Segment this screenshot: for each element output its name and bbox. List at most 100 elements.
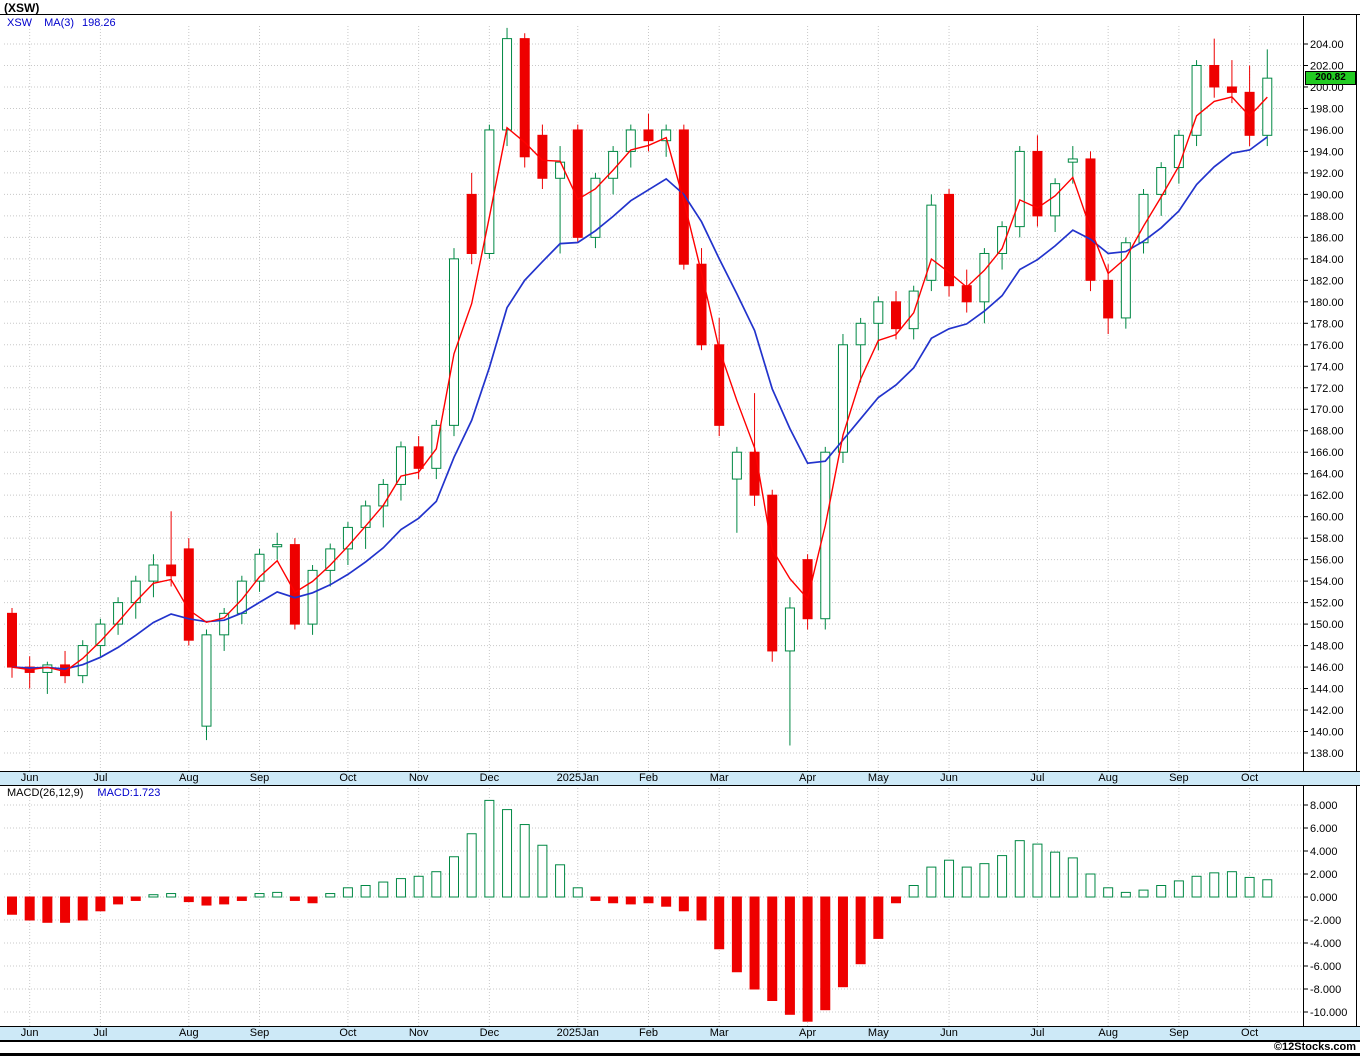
macd-chart: 8.000 6.000 4.000 2.000 0.000 -2.000 -4.000 -6.… <box>4 786 1347 1026</box>
right-border <box>1356 14 1357 1056</box>
svg-text:174.00: 174.00 <box>1310 361 1344 373</box>
legend-ma-value: 198.26 <box>82 17 116 29</box>
price-grid <box>4 26 1303 771</box>
month-label: Sep <box>1169 1027 1189 1039</box>
month-label: Dec <box>479 772 500 784</box>
svg-text:154.00: 154.00 <box>1310 576 1344 588</box>
month-label: Jun <box>940 1027 958 1039</box>
svg-text:142.00: 142.00 <box>1310 705 1344 717</box>
svg-text:2.000: 2.000 <box>1310 869 1338 881</box>
month-label: Jul <box>93 772 108 784</box>
candlesticks <box>7 27 1273 746</box>
month-label: Dec <box>479 1027 500 1039</box>
page-title: (XSW) <box>4 1 40 15</box>
svg-text:182.00: 182.00 <box>1310 275 1344 287</box>
legend-ma-label: MA(3) <box>44 17 75 29</box>
svg-text:196.00: 196.00 <box>1310 125 1344 137</box>
svg-text:188.00: 188.00 <box>1310 211 1344 223</box>
macd-legend: MACD(26,12,9) MACD:1.723 <box>7 787 160 799</box>
svg-text:192.00: 192.00 <box>1310 168 1344 180</box>
month-label: May <box>867 772 889 784</box>
svg-text:148.00: 148.00 <box>1310 641 1344 653</box>
month-label: Oct <box>339 1027 357 1039</box>
month-label: Jul <box>1030 772 1045 784</box>
svg-text:190.00: 190.00 <box>1310 189 1344 201</box>
month-label: Sep <box>249 1027 270 1039</box>
macd-histogram <box>7 799 1273 1022</box>
month-label: Aug <box>1098 1027 1118 1039</box>
macd-grid <box>4 788 1303 1026</box>
last-price-badge: 200.82 <box>1305 71 1356 85</box>
svg-text:170.00: 170.00 <box>1310 404 1344 416</box>
month-label: 2025Jan <box>556 1027 599 1039</box>
month-label: Sep <box>249 772 270 784</box>
svg-text:140.00: 140.00 <box>1310 727 1344 739</box>
svg-text:-10.000: -10.000 <box>1310 1007 1347 1019</box>
ma-slow-line <box>11 136 1268 670</box>
month-label: Mar <box>709 1027 729 1039</box>
month-label: Oct <box>1241 1027 1259 1039</box>
svg-text:178.00: 178.00 <box>1310 318 1344 330</box>
macd-axis: 8.000 6.000 4.000 2.000 0.000 -2.000 -4.000 -6.… <box>1303 786 1347 1026</box>
legend-symbol: XSW <box>7 17 33 29</box>
svg-text:160.00: 160.00 <box>1310 512 1344 524</box>
month-label: Aug <box>1098 772 1118 784</box>
svg-text:-6.000: -6.000 <box>1310 961 1341 973</box>
svg-text:158.00: 158.00 <box>1310 533 1344 545</box>
svg-text:172.00: 172.00 <box>1310 383 1344 395</box>
month-label: Oct <box>1241 772 1259 784</box>
month-label: Jul <box>1030 1027 1045 1039</box>
price-chart: 204.00202.00200.00198.00196.00194.00192.… <box>4 16 1344 771</box>
x-axis-band-price: Jun Jul Aug Sep Oct Nov Dec 2025Jan Feb Mar Apr May… <box>0 771 1360 786</box>
footer-bar: ©12Stocks.com <box>0 1041 1360 1056</box>
svg-text:146.00: 146.00 <box>1310 662 1344 674</box>
price-legend: XSW MA(3) 198.26 <box>7 17 116 29</box>
svg-text:8.000: 8.000 <box>1310 800 1338 812</box>
svg-text:0.000: 0.000 <box>1310 892 1338 904</box>
month-label: Jul <box>93 1027 108 1039</box>
macd-label: MACD(26,12,9) <box>7 787 84 799</box>
svg-text:-2.000: -2.000 <box>1310 915 1341 927</box>
month-label: Nov <box>408 1027 429 1039</box>
month-label: Jun <box>20 772 39 784</box>
svg-text:-4.000: -4.000 <box>1310 938 1341 950</box>
month-label: Nov <box>408 772 429 784</box>
svg-text:204.00: 204.00 <box>1310 39 1344 51</box>
month-label: Mar <box>709 772 729 784</box>
macd-value: MACD:1.723 <box>97 787 161 799</box>
month-label: Apr <box>799 1027 817 1039</box>
month-label: Aug <box>179 1027 199 1039</box>
svg-text:176.00: 176.00 <box>1310 340 1344 352</box>
svg-text:150.00: 150.00 <box>1310 619 1344 631</box>
month-label: Oct <box>339 772 357 784</box>
month-label: Feb <box>638 772 658 784</box>
svg-text:184.00: 184.00 <box>1310 254 1344 266</box>
x-axis-band-macd: Jun Jul Aug Sep Oct Nov Dec 2025Jan Feb Mar Apr May… <box>0 1026 1360 1041</box>
month-label: Apr <box>799 772 817 784</box>
month-label: Feb <box>638 1027 658 1039</box>
svg-text:152.00: 152.00 <box>1310 598 1344 610</box>
svg-text:4.000: 4.000 <box>1310 846 1338 858</box>
svg-text:198.00: 198.00 <box>1310 103 1344 115</box>
svg-text:168.00: 168.00 <box>1310 426 1344 438</box>
svg-text:186.00: 186.00 <box>1310 232 1344 244</box>
month-label: May <box>867 1027 889 1039</box>
svg-text:156.00: 156.00 <box>1310 555 1344 567</box>
month-label: Aug <box>179 772 199 784</box>
month-label: Jun <box>20 1027 39 1039</box>
svg-text:144.00: 144.00 <box>1310 684 1344 696</box>
svg-text:6.000: 6.000 <box>1310 823 1338 835</box>
svg-text:166.00: 166.00 <box>1310 447 1344 459</box>
svg-text:194.00: 194.00 <box>1310 146 1344 158</box>
svg-text:138.00: 138.00 <box>1310 748 1344 760</box>
ma-fast-line <box>11 96 1268 673</box>
svg-text:-8.000: -8.000 <box>1310 984 1341 996</box>
month-label: Jun <box>940 772 958 784</box>
top-divider <box>0 14 1360 15</box>
svg-text:162.00: 162.00 <box>1310 490 1344 502</box>
month-label: 2025Jan <box>556 772 599 784</box>
svg-text:180.00: 180.00 <box>1310 297 1344 309</box>
svg-text:202.00: 202.00 <box>1310 60 1344 72</box>
footer-credit-link[interactable]: ©12Stocks.com <box>1273 1041 1356 1053</box>
svg-text:164.00: 164.00 <box>1310 469 1344 481</box>
